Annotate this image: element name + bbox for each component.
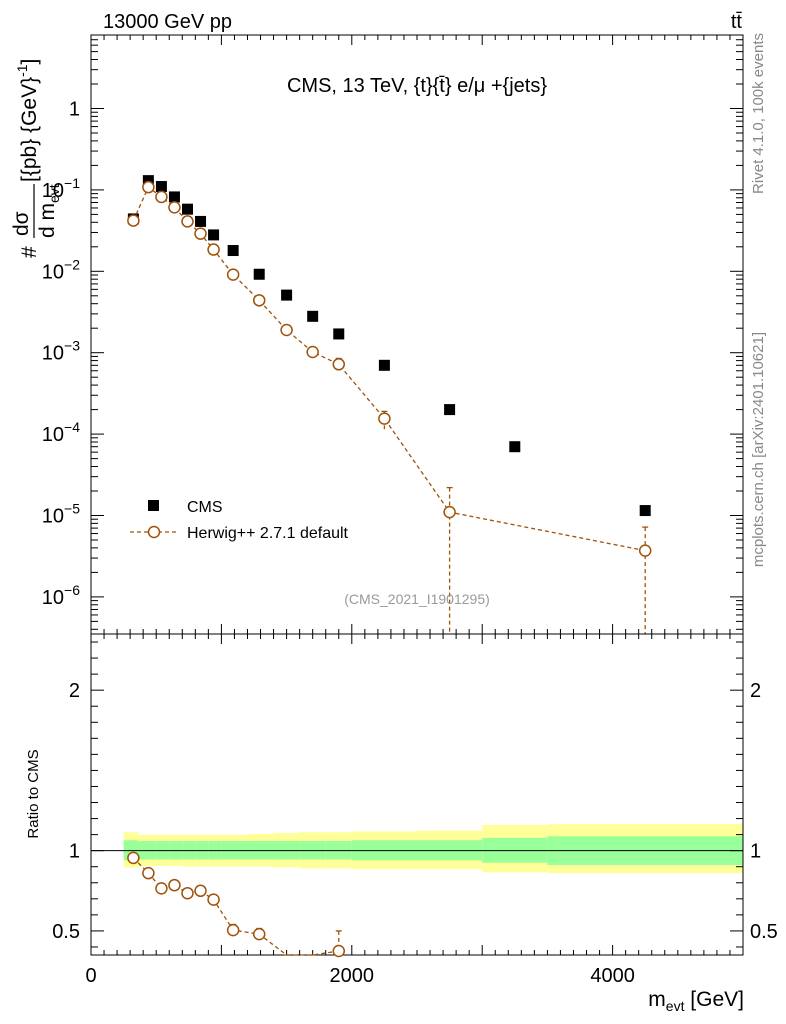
cms-data-point bbox=[195, 215, 207, 227]
x-tick-label: 4000 bbox=[590, 965, 635, 987]
legend-cms-label: CMS bbox=[187, 499, 223, 516]
herwig-ratio-point bbox=[181, 886, 194, 900]
ratio-frame bbox=[90, 633, 744, 956]
legend-herwig-marker bbox=[147, 525, 161, 539]
cms-data-point bbox=[253, 268, 265, 280]
legend-herwig-label: Herwig++ 2.7.1 default bbox=[187, 525, 349, 542]
svg-text:#: # bbox=[18, 246, 41, 258]
ratio-y-tick-label-right: 2 bbox=[750, 680, 761, 702]
ratio-y-tick-label: 2 bbox=[69, 680, 80, 702]
cms-data-point bbox=[227, 245, 239, 257]
cms-data-point bbox=[181, 203, 193, 215]
ylabel-den-sub: evt bbox=[46, 184, 62, 203]
ratio-panel: 0 2000 4000 0.5 0.5 1 1 2 2 bbox=[52, 633, 778, 987]
herwig-data-point bbox=[378, 412, 391, 425]
x-tick-label: 0 bbox=[85, 965, 96, 987]
herwig-data-point bbox=[207, 243, 220, 256]
source-label: mcplots.cern.ch [arXiv:2401.10621] bbox=[750, 332, 767, 567]
ratio-y-tick-label-right: 1 bbox=[750, 841, 761, 863]
cms-data-point bbox=[639, 505, 651, 517]
herwig-ratio-point bbox=[127, 851, 140, 865]
legend-cms-marker bbox=[148, 500, 159, 511]
herwig-ratio-point bbox=[142, 866, 155, 880]
cms-data-point bbox=[142, 175, 154, 187]
svg-text:d mevt: d mevt bbox=[36, 184, 62, 238]
cms-data-point bbox=[333, 328, 345, 340]
cms-data-point bbox=[307, 310, 319, 322]
svg-text:[{pb} {GeV}-1]: [{pb} {GeV}-1] bbox=[14, 59, 41, 182]
cms-data-point bbox=[168, 191, 180, 203]
xlabel-sub: evt bbox=[666, 998, 685, 1014]
herwig-ratio-line bbox=[132, 857, 339, 956]
herwig-data-point bbox=[226, 268, 240, 281]
watermark: (CMS_2021_I1901295) bbox=[344, 591, 490, 607]
y-tick-label: 10−3 bbox=[42, 338, 80, 365]
herwig-data-point bbox=[142, 180, 155, 194]
ylabel-exp: -1 bbox=[14, 64, 30, 77]
ylabel-close: ] bbox=[18, 59, 41, 65]
cms-data-point bbox=[281, 289, 293, 301]
herwig-data-point bbox=[168, 201, 181, 214]
herwig-data-point bbox=[181, 215, 194, 228]
herwig-ratio-point bbox=[168, 878, 181, 892]
ratio-y-label: Ratio to CMS bbox=[25, 749, 42, 838]
header-left: 13000 GeV pp bbox=[103, 11, 232, 33]
herwig-ratio-point bbox=[332, 944, 346, 958]
ylabel-num: dσ bbox=[10, 211, 33, 236]
herwig-ratio-point bbox=[207, 893, 220, 906]
xlabel-unit: [GeV] bbox=[684, 988, 744, 1011]
herwig-data-point bbox=[443, 505, 456, 519]
herwig-ratio-point bbox=[194, 884, 207, 898]
herwig-data-point bbox=[252, 294, 266, 307]
herwig-data-point bbox=[280, 323, 293, 337]
herwig-data-point bbox=[155, 190, 168, 204]
ratio-y-tick-label: 1 bbox=[69, 841, 80, 863]
herwig-data-point bbox=[638, 544, 652, 557]
cms-data-point bbox=[444, 404, 456, 416]
ratio-y-tick-label: 0.5 bbox=[52, 921, 80, 943]
xlabel-main: m bbox=[648, 988, 666, 1011]
herwig-ratio-point bbox=[226, 923, 240, 937]
cms-data-point bbox=[155, 181, 167, 193]
y-tick-label: 1 bbox=[69, 99, 80, 121]
y-tick-label: 10−5 bbox=[42, 500, 80, 527]
herwig-data-point bbox=[306, 345, 319, 359]
cms-data-point bbox=[378, 359, 390, 371]
y-tick-label: 10−4 bbox=[42, 419, 80, 446]
y-tick-label: 10−2 bbox=[42, 256, 80, 283]
y-tick-label: 10−1 bbox=[42, 175, 80, 202]
herwig-data-point bbox=[127, 214, 140, 227]
herwig-ratio-point bbox=[252, 927, 266, 941]
x-axis-label: mevt [GeV] bbox=[648, 988, 744, 1014]
legend: CMS Herwig++ 2.7.1 default bbox=[130, 499, 349, 542]
header-right: tt̄ bbox=[731, 11, 743, 33]
ratio-y-tick-label-right: 0.5 bbox=[750, 921, 778, 943]
ylabel-unit: [{pb} {GeV} bbox=[18, 77, 41, 182]
cms-data-point bbox=[509, 441, 521, 453]
x-tick-label: 2000 bbox=[330, 965, 375, 987]
y-tick-label: 10−6 bbox=[42, 582, 80, 609]
rivet-label: Rivet 4.1.0, 100k events bbox=[750, 33, 767, 194]
y-axis-label: # dσ d mevt [{pb} {GeV}-1] bbox=[10, 59, 62, 258]
herwig-ratio-point bbox=[155, 882, 168, 895]
main-panel: 10−6 10−5 10−4 10−3 10−2 10−1 1 bbox=[42, 34, 744, 635]
ylabel-den: d m bbox=[36, 203, 59, 238]
ylabel-prefix: # bbox=[18, 246, 41, 258]
herwig-data-point bbox=[194, 227, 207, 240]
svg-text:dσ: dσ bbox=[10, 211, 33, 236]
herwig-data-point bbox=[332, 358, 346, 371]
main-title: CMS, 13 TeV, {t}{t̄} e/μ +{jets} bbox=[287, 75, 547, 97]
cms-data-point bbox=[208, 229, 220, 241]
